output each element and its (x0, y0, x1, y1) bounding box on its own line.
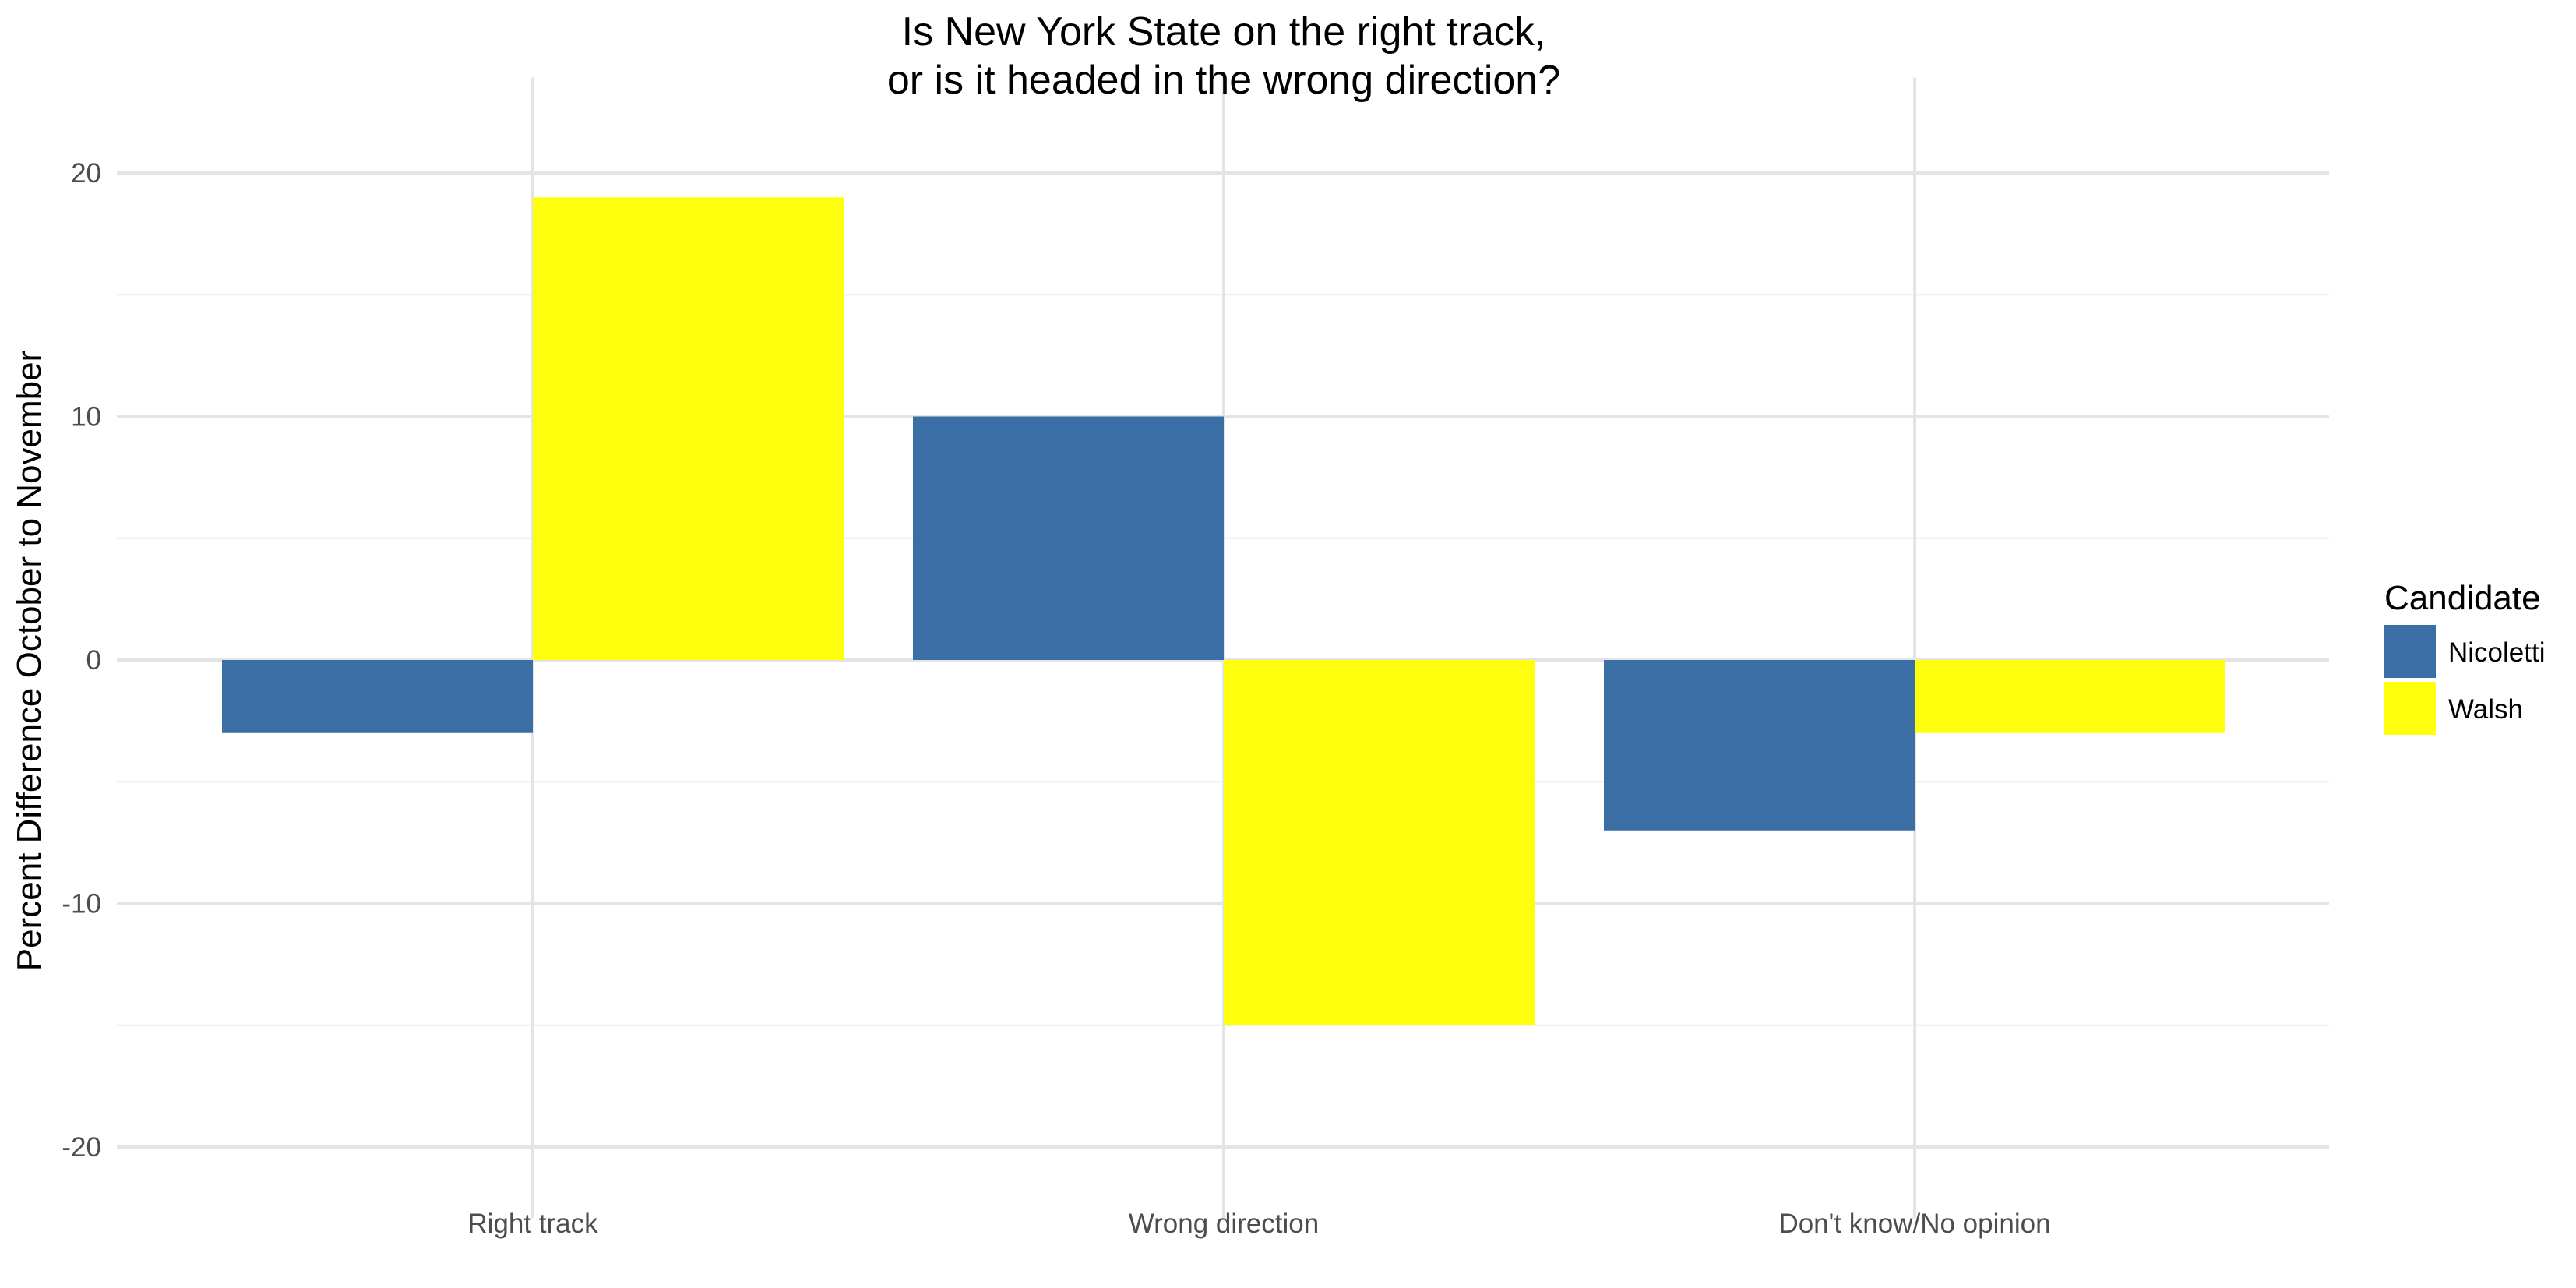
bar-walsh-2 (1915, 660, 2225, 733)
bar-nicoletti-0 (222, 660, 533, 733)
chart-title-line-2: or is it headed in the wrong direction? (887, 58, 1560, 103)
legend-label-walsh: Walsh (2448, 694, 2523, 725)
x-tick-label: Wrong direction (1129, 1209, 1319, 1239)
chart-title: Is New York State on the right track, or… (887, 9, 1560, 103)
x-tick-labels: Right track Wrong direction Don't know/No … (467, 1209, 2050, 1239)
axes: -20 -10 0 10 20 Right track Wrong direction Do… (10, 158, 2051, 1239)
x-tick-label: Right track (467, 1209, 598, 1239)
bar-nicoletti-1 (913, 416, 1224, 660)
legend-key-nicoletti (2384, 625, 2436, 678)
legend-key-walsh (2384, 682, 2436, 735)
legend-label-nicoletti: Nicoletti (2448, 637, 2545, 668)
y-tick-label: -10 (62, 889, 101, 919)
x-tick-label: Don't know/No opinion (1778, 1209, 2050, 1239)
bar-walsh-0 (533, 197, 844, 660)
bar-walsh-1 (1224, 660, 1535, 1025)
y-tick-label: -20 (62, 1132, 101, 1163)
y-tick-label: 20 (71, 158, 101, 189)
legend: Candidate Nicoletti Walsh (2384, 579, 2545, 735)
y-tick-labels: -20 -10 0 10 20 (62, 158, 101, 1163)
y-tick-label: 10 (71, 402, 101, 432)
bar-nicoletti-2 (1604, 660, 1915, 831)
bars (222, 197, 2225, 1025)
y-tick-label: 0 (86, 645, 101, 676)
legend-title: Candidate (2384, 579, 2541, 617)
chart-title-line-1: Is New York State on the right track, (902, 9, 1546, 55)
y-axis-title: Percent Difference October to November (10, 351, 48, 971)
